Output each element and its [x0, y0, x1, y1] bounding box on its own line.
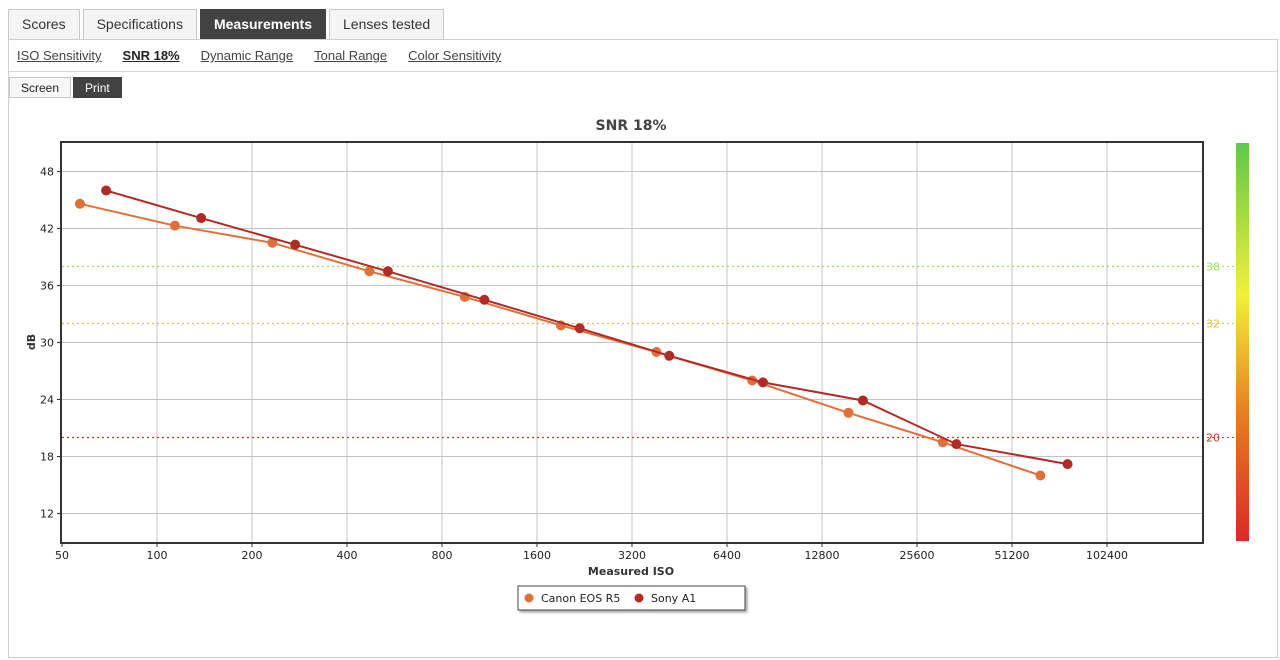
y-tick-label: 36 [40, 280, 54, 293]
tab-specifications[interactable]: Specifications [82, 9, 197, 39]
x-tick-label: 51200 [995, 549, 1030, 562]
legend-box [517, 585, 746, 611]
data-point-sony [664, 350, 675, 361]
legend-label-sony: Sony A1 [651, 592, 696, 605]
data-point-canon [74, 198, 85, 209]
x-tick-label: 102400 [1086, 549, 1128, 562]
tab-lenses-tested[interactable]: Lenses tested [329, 9, 445, 39]
x-tick-label: 6400 [713, 549, 741, 562]
data-point-sony [290, 239, 301, 250]
y-tick-label: 12 [40, 508, 54, 521]
tab-scores[interactable]: Scores [8, 9, 80, 39]
screen-toggle-button[interactable]: Screen [9, 77, 72, 98]
display-mode-toggle: Screen Print [9, 77, 122, 98]
chart-series [74, 185, 1073, 481]
reference-line-label: 20 [1206, 432, 1220, 445]
measurements-panel: ISO Sensitivity SNR 18% Dynamic Range To… [8, 39, 1278, 658]
subnav-iso-sensitivity[interactable]: ISO Sensitivity [17, 48, 102, 63]
reference-lines: 38 32 20 [62, 261, 1237, 445]
data-point-sony [574, 323, 585, 334]
y-tick-label: 24 [40, 394, 54, 407]
y-axis-label: dB [25, 334, 38, 350]
legend-marker-canon [524, 593, 534, 603]
x-tick-label: 200 [242, 549, 263, 562]
chart-legend: Canon EOS R5 Sony A1 [517, 585, 746, 611]
quality-color-scale [1236, 143, 1249, 541]
legend-marker-sony [634, 593, 644, 603]
data-point-sony [479, 294, 490, 305]
data-point-canon [169, 220, 180, 231]
measurement-subnav: ISO Sensitivity SNR 18% Dynamic Range To… [9, 40, 1277, 72]
subnav-dynamic-range[interactable]: Dynamic Range [200, 48, 294, 63]
x-axis-label: Measured ISO [588, 565, 674, 578]
reference-line-label: 38 [1206, 261, 1220, 274]
series-line-sony [105, 189, 1068, 466]
data-point-canon [267, 237, 278, 248]
series-line-canon [79, 202, 1041, 477]
data-point-canon [364, 266, 375, 277]
data-point-sony [857, 395, 868, 406]
data-point-sony [382, 266, 393, 277]
x-tick-label: 50 [55, 549, 69, 562]
y-tick-label: 30 [40, 337, 54, 350]
reference-line-label: 32 [1206, 318, 1220, 331]
x-tick-label: 400 [337, 549, 358, 562]
subnav-tonal-range[interactable]: Tonal Range [314, 48, 388, 63]
x-tick-label: 25600 [900, 549, 935, 562]
snr-chart: SNR 18% 38 32 20 50 100 200 400 800 1600 3200 640… [25, 118, 1249, 611]
main-tabs: Scores Specifications Measurements Lense… [8, 9, 445, 39]
data-point-canon [843, 407, 854, 418]
x-tick-label: 1600 [523, 549, 551, 562]
subnav-snr-18[interactable]: SNR 18% [122, 48, 180, 63]
y-axis-ticks: 12 18 24 30 36 42 48 [40, 166, 62, 521]
y-tick-label: 42 [40, 223, 54, 236]
x-tick-label: 800 [432, 549, 453, 562]
print-toggle-button[interactable]: Print [73, 77, 122, 98]
y-tick-label: 18 [40, 451, 54, 464]
subnav-color-sensitivity[interactable]: Color Sensitivity [408, 48, 502, 63]
data-point-sony [1062, 459, 1073, 470]
data-point-sony [196, 213, 207, 224]
data-point-sony [757, 377, 768, 388]
x-tick-label: 12800 [805, 549, 840, 562]
legend-label-canon: Canon EOS R5 [541, 592, 620, 605]
data-point-sony [101, 185, 112, 196]
x-tick-label: 3200 [618, 549, 646, 562]
y-tick-label: 48 [40, 166, 54, 179]
tab-measurements[interactable]: Measurements [199, 9, 327, 39]
x-tick-label: 100 [147, 549, 168, 562]
data-point-canon [1035, 470, 1046, 481]
chart-title: SNR 18% [596, 118, 667, 134]
x-axis-ticks: 50 100 200 400 800 1600 3200 6400 12800 25600 5120… [55, 542, 1128, 562]
chart-grid [62, 143, 1202, 542]
data-point-sony [951, 439, 962, 450]
